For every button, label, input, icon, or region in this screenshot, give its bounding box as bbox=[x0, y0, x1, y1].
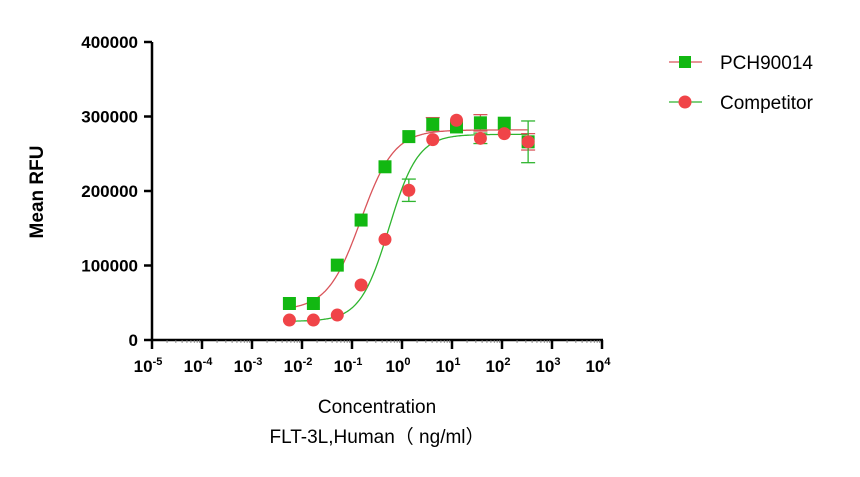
data-point-circle bbox=[330, 308, 344, 322]
legend-item-pch90014: PCH90014 bbox=[669, 53, 813, 74]
x-tick-label: 10-2 bbox=[284, 356, 313, 376]
data-point-square bbox=[282, 296, 296, 310]
axes: 0 100000 200000 300000 400000 10-5 10-4 10-3 10-… bbox=[81, 33, 611, 376]
y-axis-label: Mean RFU bbox=[27, 146, 48, 239]
data-point-circle bbox=[354, 278, 368, 292]
fit-curve-pch90014 bbox=[289, 129, 528, 309]
x-tick-label: 100 bbox=[385, 356, 410, 376]
series-pch90014 bbox=[282, 113, 536, 310]
data-point-square bbox=[473, 116, 487, 130]
data-point-square bbox=[402, 130, 416, 144]
x-tick-label: 102 bbox=[485, 356, 510, 376]
y-tick-label: 300000 bbox=[81, 108, 138, 127]
data-point-circle bbox=[426, 133, 440, 147]
data-point-square bbox=[426, 117, 440, 131]
x-axis-label: Concentration bbox=[318, 397, 436, 418]
x-tick-label: 10-3 bbox=[234, 356, 263, 376]
y-tick-label: 0 bbox=[129, 331, 138, 350]
data-point-circle bbox=[473, 131, 487, 145]
data-point-square bbox=[354, 213, 368, 227]
y-tick-label: 100000 bbox=[81, 257, 138, 276]
x-tick-label: 101 bbox=[435, 356, 460, 376]
legend-label: PCH90014 bbox=[720, 53, 813, 74]
data-points bbox=[282, 113, 536, 327]
y-tick-label: 400000 bbox=[81, 33, 138, 52]
data-point-circle bbox=[282, 313, 296, 327]
x-tick-label: 10-5 bbox=[134, 356, 163, 376]
data-point-circle bbox=[378, 232, 392, 246]
data-point-circle bbox=[402, 183, 416, 197]
legend-circle-marker bbox=[678, 95, 692, 109]
x-tick-label: 10-1 bbox=[334, 356, 363, 376]
data-point-circle bbox=[449, 113, 463, 127]
legend-square-marker bbox=[679, 56, 691, 68]
legend-label: Competitor bbox=[720, 93, 814, 114]
series-competitor bbox=[282, 113, 536, 327]
data-point-square bbox=[378, 160, 392, 174]
data-point-circle bbox=[497, 127, 511, 141]
legend: PCH90014 Competitor bbox=[669, 53, 814, 114]
x-tick-label: 10-4 bbox=[184, 356, 214, 376]
data-point-circle bbox=[306, 313, 320, 327]
x-axis-sublabel: FLT-3L,Human（ ng/ml） bbox=[269, 426, 484, 448]
x-tick-label: 104 bbox=[585, 356, 611, 376]
fit-curves bbox=[289, 129, 528, 322]
data-point-square bbox=[306, 296, 320, 310]
data-point-square bbox=[497, 116, 511, 130]
data-point-square bbox=[330, 258, 344, 272]
x-tick-label: 103 bbox=[535, 356, 560, 376]
data-point-circle bbox=[521, 135, 535, 149]
fit-curve-competitor bbox=[289, 133, 528, 322]
y-tick-label: 200000 bbox=[81, 182, 138, 201]
legend-item-competitor: Competitor bbox=[669, 93, 814, 114]
